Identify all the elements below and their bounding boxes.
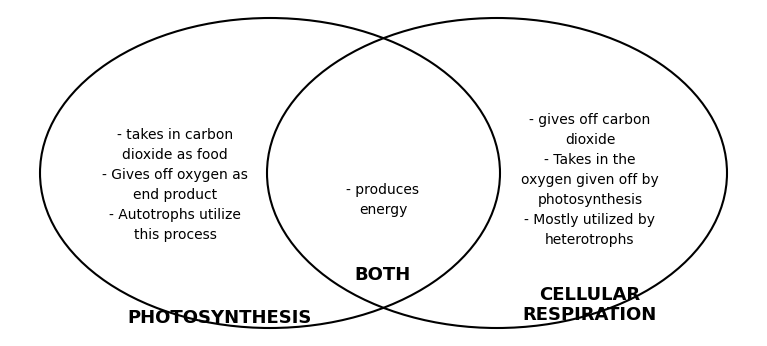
Text: BOTH: BOTH <box>355 266 411 284</box>
Text: - produces
energy: - produces energy <box>347 183 420 217</box>
Text: PHOTOSYNTHESIS: PHOTOSYNTHESIS <box>128 309 312 327</box>
Text: - takes in carbon
dioxide as food
- Gives off oxygen as
end product
- Autotrophs: - takes in carbon dioxide as food - Give… <box>102 128 248 242</box>
Text: CELLULAR
RESPIRATION: CELLULAR RESPIRATION <box>523 285 657 325</box>
Text: - gives off carbon
dioxide
- Takes in the
oxygen given off by
photosynthesis
- M: - gives off carbon dioxide - Takes in th… <box>521 113 659 247</box>
